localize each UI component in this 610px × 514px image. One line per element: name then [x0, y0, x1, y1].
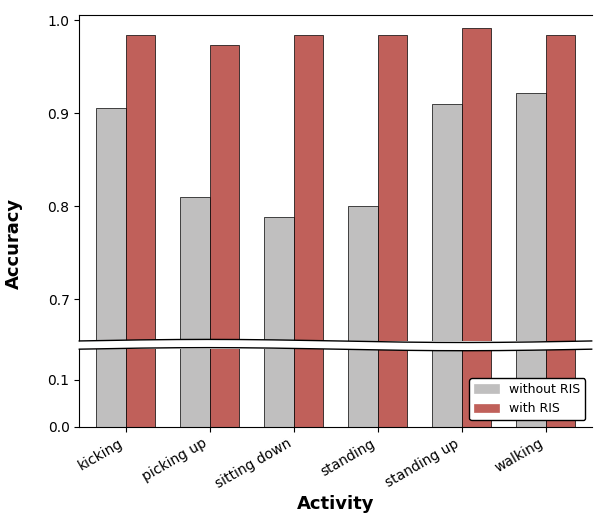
Bar — [545, 35, 575, 514]
Bar — [516, 93, 545, 514]
Bar — [180, 197, 209, 514]
Bar — [432, 104, 462, 514]
Bar — [348, 51, 378, 427]
Bar — [264, 217, 293, 514]
Bar — [126, 35, 155, 514]
Bar — [378, 35, 407, 514]
Bar — [462, 28, 491, 514]
Bar — [348, 206, 378, 514]
Bar — [516, 0, 545, 427]
Bar — [545, 0, 575, 427]
Bar — [209, 0, 239, 427]
Bar — [96, 108, 126, 514]
Bar — [378, 0, 407, 427]
Bar — [462, 0, 491, 427]
Bar — [293, 0, 323, 427]
Legend: without RIS, with RIS: without RIS, with RIS — [469, 378, 586, 420]
Bar — [96, 2, 126, 427]
Bar — [264, 57, 293, 427]
Y-axis label: Accuracy: Accuracy — [5, 198, 23, 289]
Text: Activity: Activity — [296, 495, 375, 513]
Bar — [126, 0, 155, 427]
Bar — [209, 45, 239, 514]
Bar — [432, 0, 462, 427]
Bar — [293, 35, 323, 514]
Bar — [180, 46, 209, 427]
